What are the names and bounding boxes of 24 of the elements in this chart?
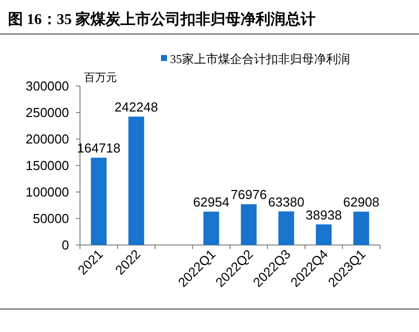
data-label: 62908 (343, 194, 380, 210)
bar (353, 212, 370, 245)
y-tick-label: 150000 (26, 158, 69, 173)
y-tick-label: 250000 (26, 105, 69, 120)
bar (203, 212, 220, 245)
data-label: 164718 (77, 140, 120, 156)
chart-title: 图 16：35 家煤炭上市公司扣非归母净利润总计 (8, 10, 316, 28)
y-tick-label: 200000 (26, 132, 69, 146)
y-axis-title: 百万元 (84, 72, 117, 84)
data-label: 242248 (114, 100, 158, 115)
y-tick-label: 300000 (26, 78, 69, 94)
data-label: 38938 (306, 207, 342, 222)
bar (240, 204, 257, 245)
data-label: 62954 (193, 194, 230, 210)
bar (90, 158, 107, 245)
y-tick-label: 50000 (32, 211, 69, 226)
y-tick-label: 100000 (26, 184, 69, 200)
bar (128, 116, 144, 245)
bar (316, 224, 332, 245)
data-label: 76976 (230, 187, 267, 202)
bar (278, 211, 294, 245)
data-label: 63380 (268, 194, 304, 210)
y-tick-label: 0 (62, 238, 69, 252)
legend-label: 35家上市煤企合计扣非归母净利润 (170, 52, 350, 66)
